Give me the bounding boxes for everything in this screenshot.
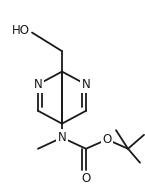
Text: O: O (81, 172, 91, 185)
Text: N: N (33, 78, 42, 91)
Text: O: O (102, 133, 112, 146)
Text: N: N (82, 78, 91, 91)
Text: N: N (58, 131, 66, 144)
Text: HO: HO (12, 24, 30, 37)
